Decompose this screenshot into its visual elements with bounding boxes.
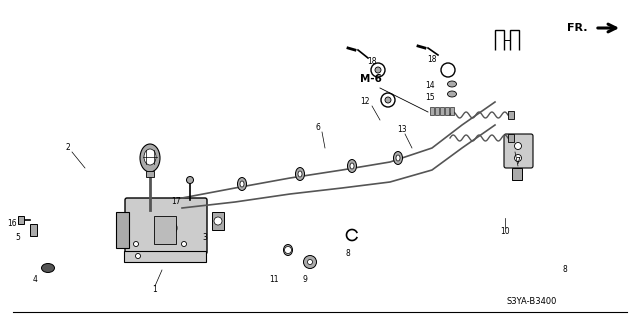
- Ellipse shape: [140, 144, 160, 172]
- Bar: [512, 168, 522, 180]
- Ellipse shape: [42, 263, 54, 273]
- Bar: [508, 134, 514, 142]
- Text: 6: 6: [316, 124, 321, 132]
- Text: 8: 8: [346, 250, 350, 259]
- Bar: [212, 212, 224, 230]
- Text: 15: 15: [425, 93, 435, 102]
- Circle shape: [385, 97, 391, 103]
- Circle shape: [136, 253, 141, 259]
- Bar: [18, 216, 24, 224]
- Circle shape: [375, 67, 381, 73]
- Text: 18: 18: [428, 55, 436, 65]
- Circle shape: [307, 260, 312, 265]
- Circle shape: [515, 155, 522, 162]
- Ellipse shape: [284, 244, 292, 255]
- Text: 18: 18: [367, 58, 377, 67]
- Ellipse shape: [447, 81, 456, 87]
- Ellipse shape: [447, 91, 456, 97]
- Ellipse shape: [298, 171, 302, 177]
- Circle shape: [515, 142, 522, 149]
- Text: 2: 2: [66, 143, 70, 153]
- Text: 3: 3: [203, 234, 207, 243]
- Ellipse shape: [144, 149, 156, 165]
- Circle shape: [182, 242, 186, 246]
- Text: M-6: M-6: [360, 74, 382, 84]
- Text: 1: 1: [152, 285, 157, 294]
- Ellipse shape: [240, 181, 244, 187]
- Text: 13: 13: [397, 125, 407, 134]
- Circle shape: [285, 246, 291, 253]
- Circle shape: [134, 242, 138, 246]
- Ellipse shape: [296, 167, 305, 180]
- Ellipse shape: [350, 163, 354, 169]
- Ellipse shape: [348, 159, 356, 172]
- Bar: [450, 107, 454, 115]
- Circle shape: [186, 177, 193, 183]
- Bar: [440, 107, 444, 115]
- Text: 4: 4: [33, 276, 37, 284]
- Bar: [435, 107, 439, 115]
- Bar: [116, 212, 129, 248]
- Text: 7: 7: [516, 157, 520, 166]
- Circle shape: [303, 255, 317, 268]
- Circle shape: [163, 221, 177, 235]
- Text: 10: 10: [500, 228, 510, 236]
- Text: 12: 12: [360, 98, 370, 107]
- Bar: [146, 171, 154, 177]
- Bar: [154, 216, 176, 244]
- Text: 8: 8: [563, 266, 568, 275]
- Text: 11: 11: [269, 276, 279, 284]
- Ellipse shape: [237, 178, 246, 190]
- Ellipse shape: [394, 151, 403, 164]
- Bar: [124, 251, 206, 262]
- Bar: [508, 111, 514, 119]
- Bar: [30, 224, 37, 236]
- Bar: [445, 107, 449, 115]
- FancyBboxPatch shape: [125, 198, 207, 254]
- Ellipse shape: [396, 155, 400, 161]
- Bar: [430, 107, 434, 115]
- Text: 9: 9: [303, 276, 307, 284]
- Text: FR.: FR.: [568, 23, 588, 33]
- Text: 17: 17: [171, 197, 181, 206]
- Text: S3YA-B3400: S3YA-B3400: [507, 298, 557, 307]
- FancyBboxPatch shape: [504, 134, 533, 168]
- Text: 14: 14: [425, 81, 435, 90]
- Text: 5: 5: [15, 234, 20, 243]
- Circle shape: [214, 217, 222, 225]
- Text: 16: 16: [7, 220, 17, 228]
